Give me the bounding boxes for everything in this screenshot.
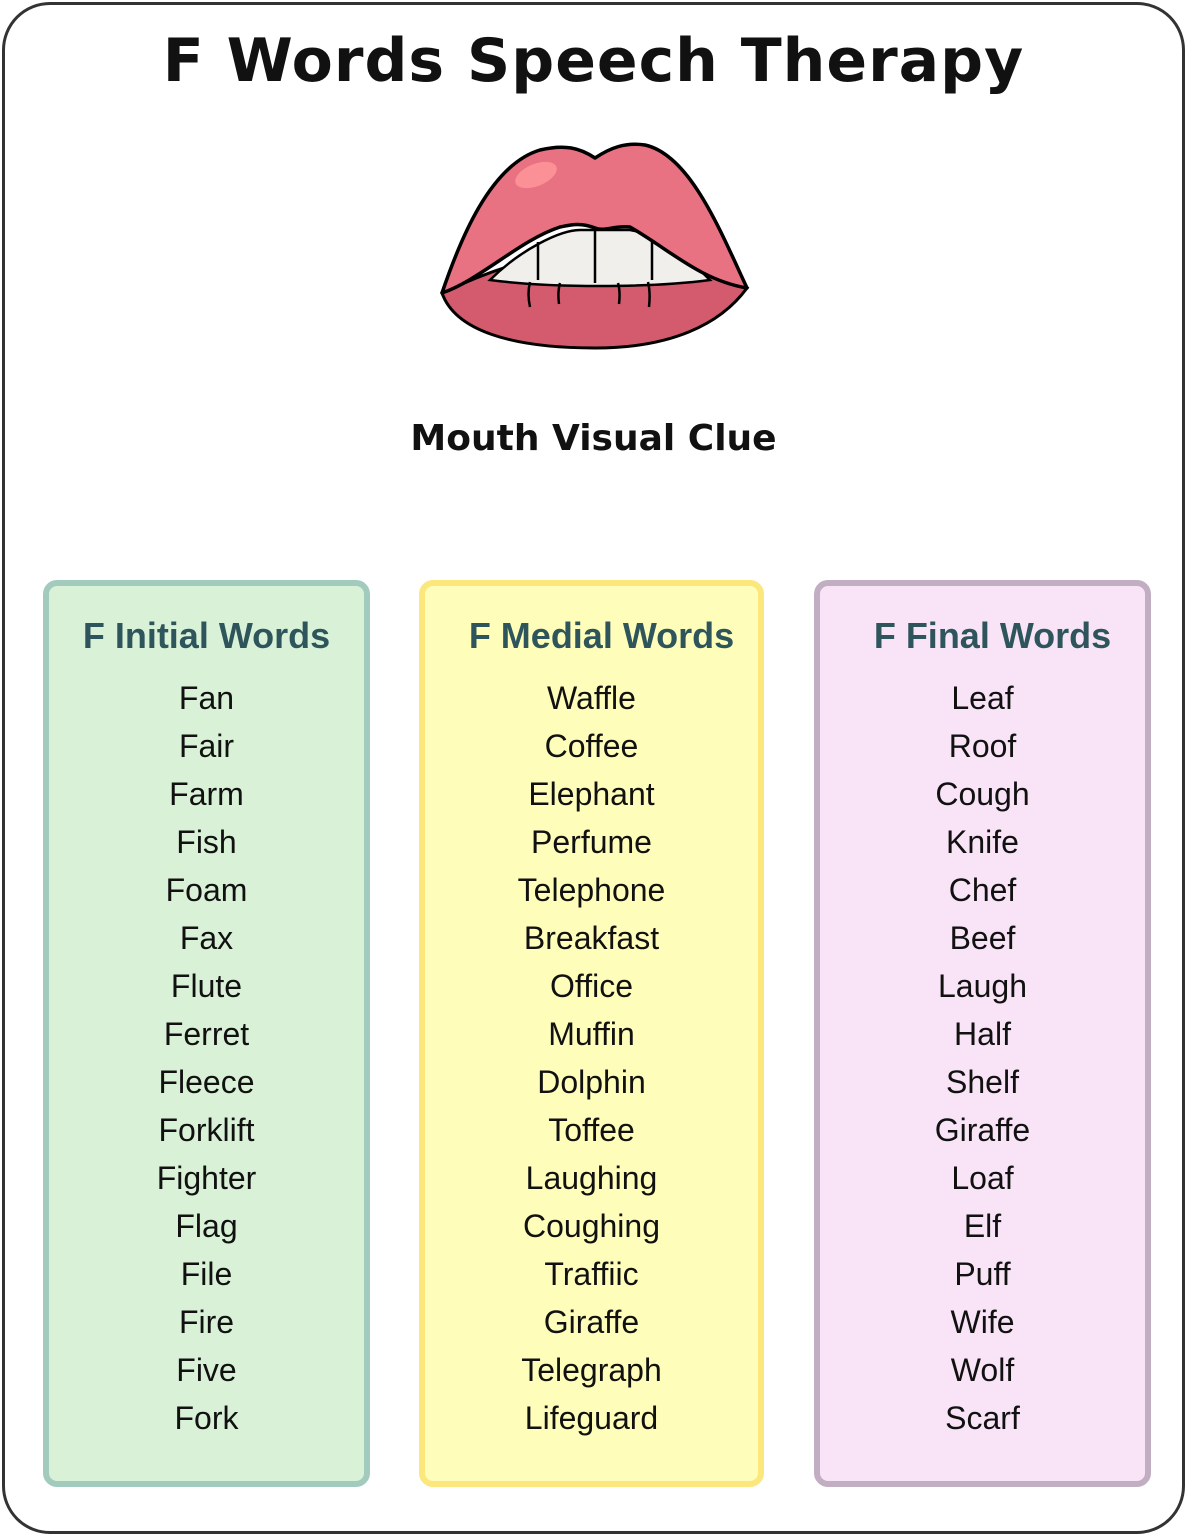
word-item: Elephant <box>528 776 655 812</box>
word-item: Fair <box>178 728 235 764</box>
word-item: Toffee <box>548 1112 635 1148</box>
word-item: Breakfast <box>523 920 660 956</box>
word-item: Knife <box>946 824 1019 860</box>
word-item: Roof <box>948 728 1017 764</box>
word-item: Scarf <box>945 1400 1020 1436</box>
word-item: Laugh <box>938 968 1027 1004</box>
word-item: Giraffe <box>934 1112 1031 1148</box>
word-item: Farm <box>169 776 244 812</box>
word-item: Foam <box>165 872 248 908</box>
word-item: Giraffe <box>543 1304 640 1340</box>
word-item: Telegraph <box>521 1352 662 1388</box>
word-item: Fire <box>178 1304 235 1340</box>
word-item: Muffin <box>548 1016 635 1052</box>
word-item: Coffee <box>544 728 639 764</box>
column-heading: F Medial Words <box>468 615 735 656</box>
word-item: Fish <box>176 824 237 860</box>
f-medial-words-column: F Medial Words Waffle Coffee Elephant Perfu… <box>419 580 764 1487</box>
word-item: Cough <box>935 776 1030 812</box>
word-item: Office <box>550 968 633 1004</box>
word-item: Forklift <box>158 1112 255 1148</box>
word-item: Ferret <box>163 1016 250 1052</box>
word-item: Beef <box>949 920 1016 956</box>
word-item: Fan <box>178 680 235 716</box>
column-heading: F Final Words <box>873 615 1112 656</box>
f-final-words-column: F Final Words Leaf Roof Cough Knife Chef Beef… <box>814 580 1151 1487</box>
word-item: Leaf <box>951 680 1014 716</box>
word-item: Half <box>954 1016 1011 1052</box>
lips-icon <box>440 142 750 350</box>
word-item: Loaf <box>951 1160 1014 1196</box>
word-item: Five <box>176 1352 237 1388</box>
word-item: Fax <box>179 920 234 956</box>
word-item: Fork <box>174 1400 239 1436</box>
word-item: Coughing <box>523 1208 660 1244</box>
column-heading: F Initial Words <box>82 615 331 656</box>
word-item: Wife <box>950 1304 1015 1340</box>
word-item: Chef <box>948 872 1017 908</box>
word-item: Perfume <box>531 824 652 860</box>
word-item: Wolf <box>950 1352 1015 1388</box>
page-title: F Words Speech Therapy <box>162 26 1025 96</box>
word-item: Lifeguard <box>524 1400 659 1436</box>
f-initial-words-column: F Initial Words Fan Fair Farm Fish Foam Fax Fl… <box>43 580 370 1487</box>
word-item: Laughing <box>525 1160 658 1196</box>
word-item: Shelf <box>946 1064 1019 1100</box>
word-item: Puff <box>954 1256 1011 1292</box>
word-item: Elf <box>963 1208 1002 1244</box>
word-list: Fan Fair Farm Fish Foam Fax Flute Ferret Fleece F… <box>49 674 364 1442</box>
word-item: File <box>180 1256 233 1292</box>
word-item: Dolphin <box>537 1064 646 1100</box>
word-item: Traffiic <box>544 1256 639 1292</box>
word-item: Flute <box>170 968 243 1004</box>
word-item: Flag <box>175 1208 238 1244</box>
word-list: Leaf Roof Cough Knife Chef Beef Laugh Half Shelf… <box>820 674 1145 1442</box>
mouth-visual-clue-caption: Mouth Visual Clue <box>410 418 777 459</box>
word-item: Waffle <box>547 680 636 716</box>
word-item: Telephone <box>517 872 666 908</box>
word-list: Waffle Coffee Elephant Perfume Telephone Brea… <box>425 674 758 1442</box>
word-item: Fighter <box>156 1160 257 1196</box>
word-item: Fleece <box>158 1064 255 1100</box>
